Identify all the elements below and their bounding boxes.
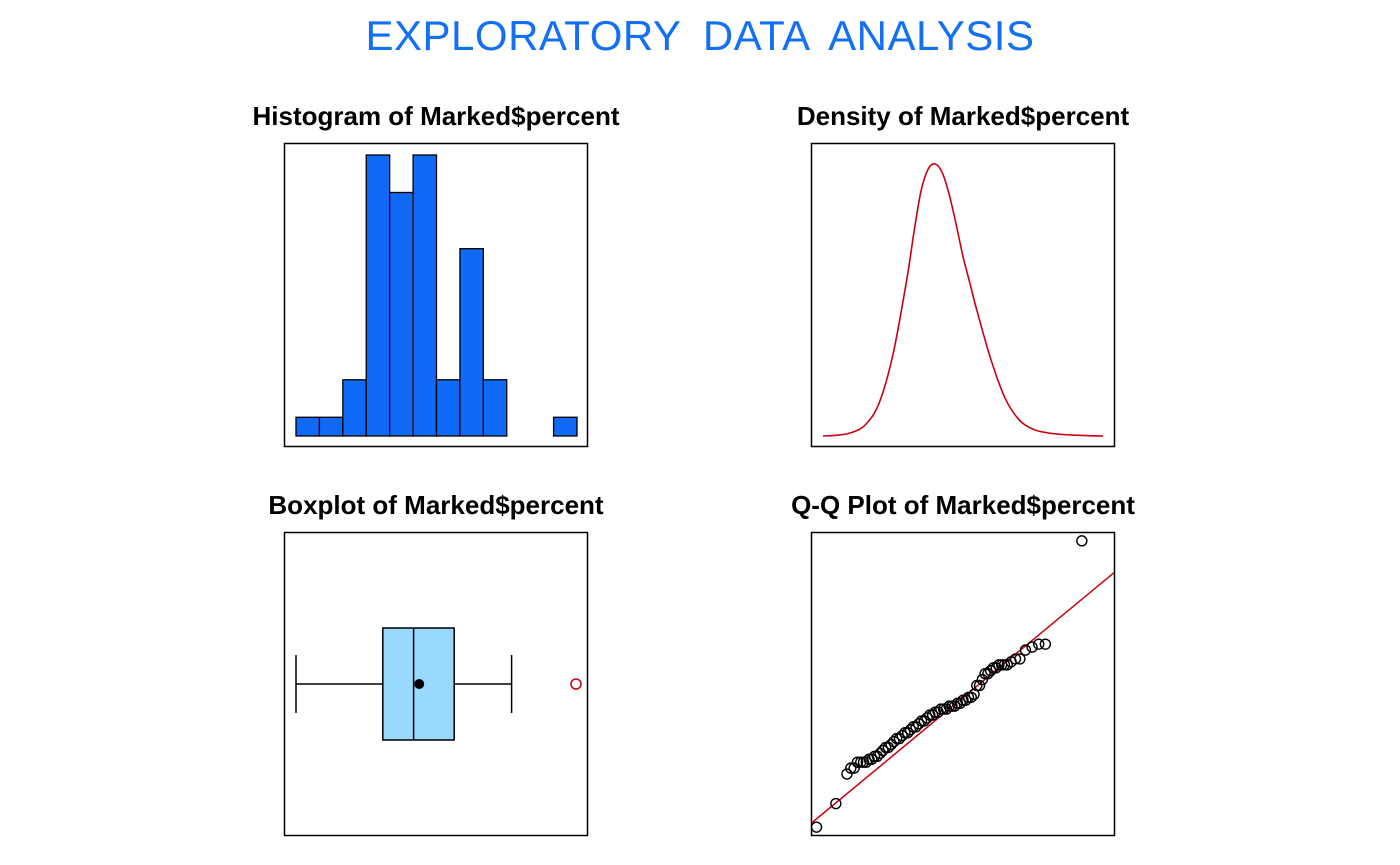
histogram-bar (318, 416, 344, 437)
boxplot-frame (283, 531, 589, 837)
qq-point (1039, 638, 1052, 650)
qq-point (954, 697, 966, 709)
qq-point (868, 750, 881, 763)
qq-point (841, 768, 853, 780)
qq-point (915, 715, 928, 727)
qq-point (899, 726, 911, 739)
histogram-bar (365, 154, 391, 437)
qq-point (979, 667, 991, 680)
qq-point (1009, 653, 1022, 665)
qq-point (860, 756, 872, 768)
density-title: Density of Marked$percent (796, 101, 1130, 131)
histogram-title: Histogram of Marked$percent (252, 101, 620, 131)
qq-title: Q-Q Plot of Marked$percent (791, 490, 1135, 520)
boxplot-outlier (570, 678, 582, 690)
qq-point (866, 753, 878, 765)
density-chart (810, 142, 1116, 448)
qq-point (1014, 653, 1026, 665)
qq-point (907, 721, 919, 733)
histogram-bar (295, 416, 321, 437)
qq-point (810, 821, 823, 833)
qq-point (830, 797, 842, 810)
histogram-bar (389, 191, 414, 437)
boxplot-mean-point (414, 679, 425, 689)
density-curve (822, 163, 1104, 437)
qq-point (973, 679, 986, 692)
qq-point (998, 659, 1011, 671)
qq-point (1033, 638, 1045, 650)
qq-frame (810, 531, 1116, 837)
qq-point (962, 691, 975, 703)
histogram-bar (552, 416, 578, 437)
qq-point (1019, 644, 1032, 656)
qq-point (896, 729, 908, 742)
qq-point (904, 724, 917, 736)
qq-point (845, 762, 857, 774)
density-frame (810, 142, 1116, 448)
qq-point (851, 756, 864, 768)
qq-chart (810, 531, 1116, 837)
boxplot-title: Boxplot of Marked$percent (268, 490, 604, 520)
histogram-bar (459, 248, 484, 437)
qq-point (949, 700, 961, 712)
qq-point (913, 718, 925, 730)
histogram-frame (283, 142, 589, 448)
histogram-bar (482, 379, 508, 437)
qq-point (965, 691, 977, 703)
boxplot-chart (283, 531, 589, 837)
qq-point (984, 665, 997, 677)
histogram-bar (435, 379, 461, 437)
qq-point (848, 762, 860, 774)
qq-point (890, 732, 903, 745)
qq-point (960, 694, 972, 706)
qq-point (1026, 641, 1038, 653)
histogram-bar (412, 154, 438, 437)
qq-point (921, 712, 933, 724)
qq-point (877, 744, 889, 757)
main-title: EXPLORATORY DATA ANALYSIS (365, 12, 1035, 59)
qq-point (1076, 535, 1088, 547)
qq-point (993, 659, 1005, 671)
histogram-chart (283, 142, 589, 448)
qq-point (879, 741, 892, 754)
qq-point (888, 735, 900, 748)
qq-point (926, 709, 939, 721)
histogram-bar (342, 379, 367, 437)
